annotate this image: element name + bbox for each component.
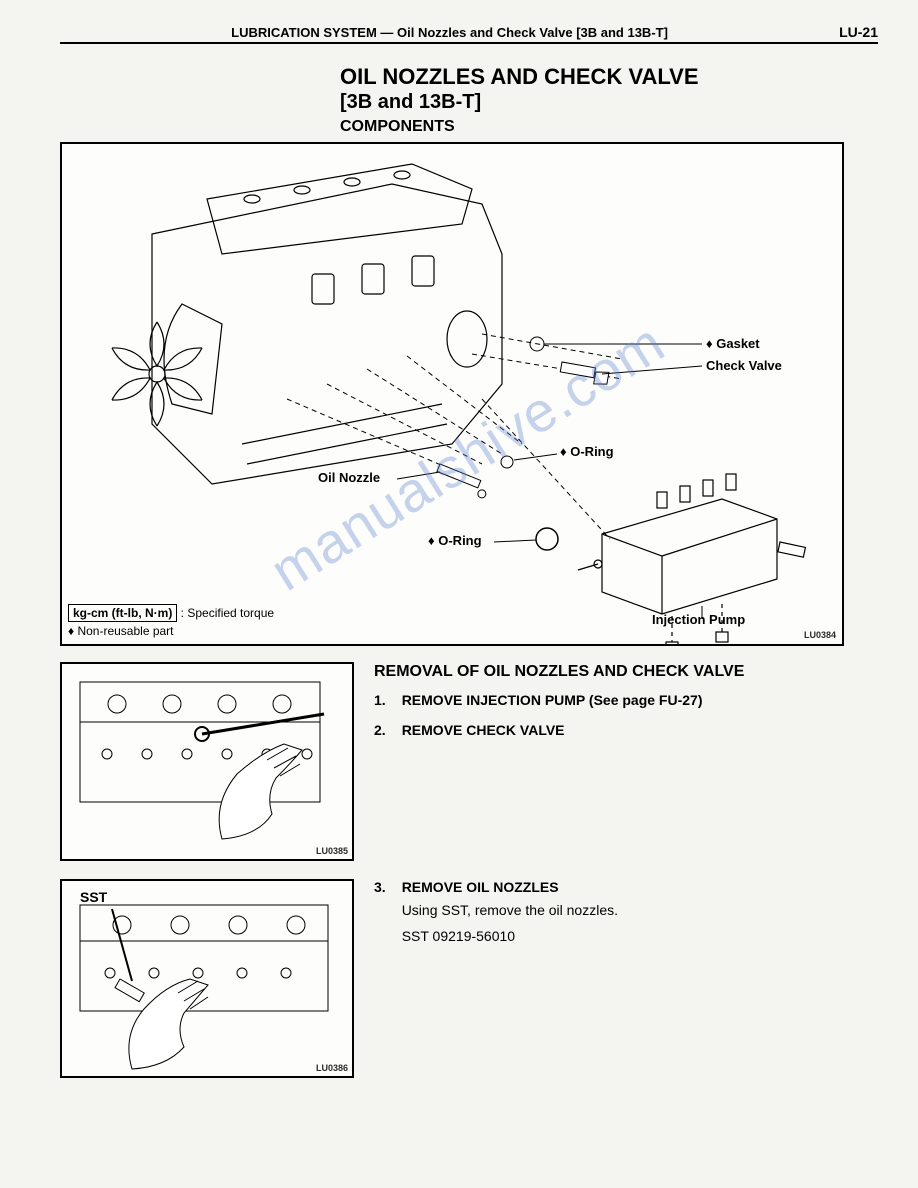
header-breadcrumb: LUBRICATION SYSTEM — Oil Nozzles and Che…: [60, 25, 839, 40]
legend-torque-label: : Specified torque: [181, 606, 274, 620]
legend-torque-box: kg-cm (ft-lb, N·m): [68, 604, 177, 622]
page-header: LUBRICATION SYSTEM — Oil Nozzles and Che…: [60, 24, 878, 44]
step-3: 3. REMOVE OIL NOZZLES Using SST, remove …: [374, 879, 878, 946]
figure-check-valve-removal: LU0385: [60, 662, 354, 861]
engine-illustration: [62, 144, 842, 644]
callout-o-ring-1: ♦ O-Ring: [560, 444, 614, 459]
callout-oil-nozzle: Oil Nozzle: [318, 470, 380, 485]
title-sub: [3B and 13B-T]: [340, 90, 878, 114]
fig-id-2: LU0386: [316, 1063, 348, 1073]
step-1: 1. REMOVE INJECTION PUMP (See page FU-27…: [374, 692, 878, 708]
figure-oil-nozzle-removal: SST LU03: [60, 879, 354, 1078]
fig-id-1: LU0385: [316, 846, 348, 856]
components-diagram: manualshive.com ♦ Gasket Check Valve ♦ O…: [60, 142, 844, 646]
sst-label: SST: [80, 889, 107, 905]
callout-o-ring-2: ♦ O-Ring: [428, 533, 482, 548]
callout-gasket: ♦ Gasket: [706, 336, 760, 351]
step-3-head: REMOVE OIL NOZZLES: [402, 879, 878, 895]
removal-title: REMOVAL OF OIL NOZZLES AND CHECK VALVE: [374, 662, 878, 681]
step-1-number: 1.: [374, 692, 386, 708]
step-2-head: REMOVE CHECK VALVE: [402, 722, 878, 738]
callout-check-valve: Check Valve: [706, 358, 782, 373]
legend: kg-cm (ft-lb, N·m) : Specified torque ♦ …: [68, 604, 274, 638]
title-main: OIL NOZZLES AND CHECK VALVE: [340, 64, 878, 90]
callout-injection-pump: Injection Pump: [652, 612, 745, 627]
title-section: COMPONENTS: [340, 118, 878, 136]
page-number: LU-21: [839, 24, 878, 40]
step-2-number: 2.: [374, 722, 386, 738]
step-3-detail-2: SST 09219-56010: [402, 927, 878, 947]
oil-nozzle-removal-illustration: [62, 881, 352, 1076]
step-2: 2. REMOVE CHECK VALVE: [374, 722, 878, 738]
legend-nonreusable: ♦ Non-reusable part: [68, 624, 274, 638]
fig-id-main: LU0384: [804, 630, 836, 640]
title-block: OIL NOZZLES AND CHECK VALVE [3B and 13B-…: [340, 64, 878, 136]
step-3-detail-1: Using SST, remove the oil nozzles.: [402, 901, 878, 921]
step-1-head: REMOVE INJECTION PUMP (See page FU-27): [402, 692, 878, 708]
check-valve-removal-illustration: [62, 664, 352, 859]
step-3-number: 3.: [374, 879, 386, 946]
